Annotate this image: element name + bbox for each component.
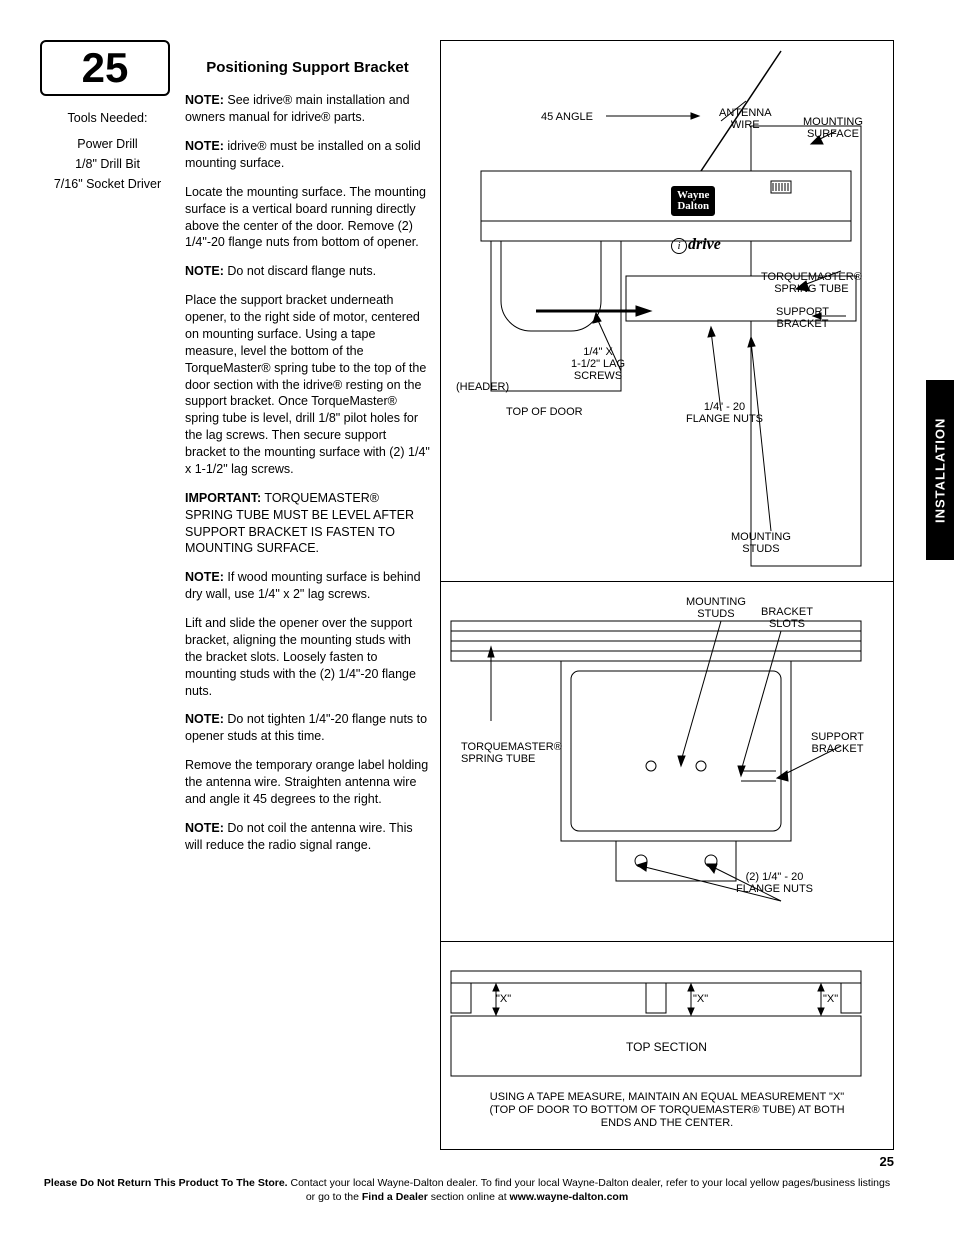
paragraph: Locate the mounting surface. The mountin… bbox=[185, 184, 430, 252]
label-top-section: TOP SECTION bbox=[626, 1041, 707, 1054]
label-support-bracket-2: SUPPORT BRACKET bbox=[811, 731, 864, 755]
left-column: 25 Tools Needed: Power Drill 1/8" Drill … bbox=[40, 40, 175, 1150]
diagram-column: WayneDalton idrive 45 ANGLE ANTENNA WIRE… bbox=[440, 40, 894, 1150]
wayne-dalton-logo: WayneDalton bbox=[671, 186, 715, 216]
tools-needed: Tools Needed: Power Drill 1/8" Drill Bit… bbox=[40, 108, 175, 194]
paragraph: NOTE: idrive® must be installed on a sol… bbox=[185, 138, 430, 172]
label-support-bracket: SUPPORT BRACKET bbox=[776, 306, 829, 330]
idrive-logo: idrive bbox=[671, 236, 721, 254]
label-flange-nuts: 1/4" - 20 FLANGE NUTS bbox=[686, 401, 763, 425]
paragraph: NOTE: Do not discard flange nuts. bbox=[185, 263, 430, 280]
label-header: (HEADER) bbox=[456, 381, 509, 393]
label-top-of-door: TOP OF DOOR bbox=[506, 406, 583, 418]
tool-item: 1/8" Drill Bit bbox=[40, 154, 175, 174]
label-x-2: "X" bbox=[693, 993, 708, 1005]
label-antenna-wire: ANTENNA WIRE bbox=[719, 107, 772, 131]
label-bracket-slots: BRACKET SLOTS bbox=[761, 606, 813, 630]
paragraph: NOTE: Do not coil the antenna wire. This… bbox=[185, 820, 430, 854]
page-number: 25 bbox=[40, 1154, 894, 1169]
paragraph: IMPORTANT: TORQUEMASTER® SPRING TUBE MUS… bbox=[185, 490, 430, 558]
tool-item: 7/16" Socket Driver bbox=[40, 174, 175, 194]
label-lag-screws: 1/4" X 1-1/2" LAG SCREWS bbox=[571, 346, 625, 382]
step-number-box: 25 bbox=[40, 40, 170, 96]
label-mounting-surface: MOUNTING SURFACE bbox=[803, 116, 863, 140]
instruction-column: Positioning Support Bracket NOTE: See id… bbox=[185, 40, 430, 1150]
tool-item: Power Drill bbox=[40, 134, 175, 154]
label-torquemaster-2: TORQUEMASTER® SPRING TUBE bbox=[461, 741, 562, 765]
label-45-angle: 45 ANGLE bbox=[541, 111, 593, 123]
footer-text: Please Do Not Return This Product To The… bbox=[40, 1177, 894, 1204]
paragraph: NOTE: Do not tighten 1/4"-20 flange nuts… bbox=[185, 711, 430, 745]
diagram-divider-2 bbox=[441, 941, 893, 942]
paragraph: Remove the temporary orange label holdin… bbox=[185, 757, 430, 808]
paragraph: Lift and slide the opener over the suppo… bbox=[185, 615, 430, 699]
manual-page: INSTALLATION 25 Tools Needed: Power Dril… bbox=[0, 0, 954, 1235]
label-torquemaster: TORQUEMASTER® SPRING TUBE bbox=[761, 271, 862, 295]
label-x-1: "X" bbox=[496, 993, 511, 1005]
paragraph: NOTE: See idrive® main installation and … bbox=[185, 92, 430, 126]
paragraph: NOTE: If wood mounting surface is behind… bbox=[185, 569, 430, 603]
tools-header: Tools Needed: bbox=[40, 108, 175, 128]
step-title: Positioning Support Bracket bbox=[185, 40, 430, 92]
content-row: 25 Tools Needed: Power Drill 1/8" Drill … bbox=[40, 40, 894, 1150]
label-mounting-studs: MOUNTING STUDS bbox=[731, 531, 791, 555]
label-flange-nuts-2: (2) 1/4" - 20 FLANGE NUTS bbox=[736, 871, 813, 895]
paragraph: Place the support bracket underneath ope… bbox=[185, 292, 430, 478]
section-tab-installation: INSTALLATION bbox=[926, 380, 954, 560]
diagram-divider-1 bbox=[441, 581, 893, 582]
label-mounting-studs-2: MOUNTING STUDS bbox=[686, 596, 746, 620]
label-x-3: "X" bbox=[823, 993, 838, 1005]
diagram3-caption: USING A TAPE MEASURE, MAINTAIN AN EQUAL … bbox=[471, 1091, 863, 1131]
